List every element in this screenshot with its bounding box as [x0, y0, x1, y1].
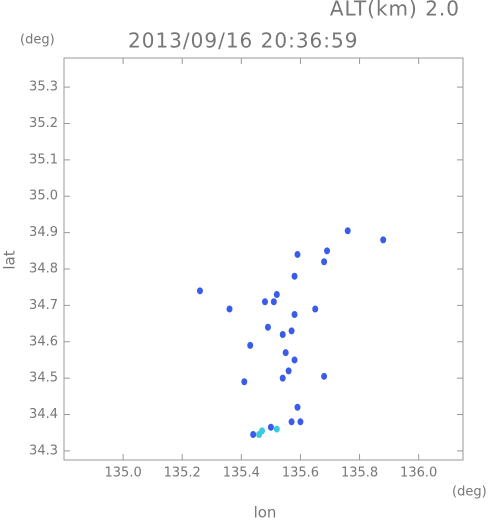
y-axis-label: lat [1, 250, 19, 269]
y-tick-label: 34.6 [29, 334, 58, 349]
x-unit: (deg) [452, 485, 487, 500]
echo-blob [285, 367, 292, 375]
echo-blob [288, 327, 295, 335]
y-unit: (deg) [20, 33, 55, 48]
echo-blob [291, 272, 298, 280]
x-tick-label: 135.6 [282, 466, 319, 481]
y-tick-label: 34.7 [29, 298, 58, 313]
echo-blob [196, 287, 203, 295]
echo-blob [282, 349, 289, 357]
echo-blob [270, 298, 277, 306]
echo-blob [273, 290, 280, 298]
echo-blob [279, 374, 286, 382]
y-tick-label: 34.5 [29, 371, 58, 386]
echo-blob [294, 403, 301, 411]
x-tick-label: 135.8 [341, 466, 378, 481]
x-tick-label: 135.2 [164, 466, 201, 481]
y-tick-label: 34.9 [29, 225, 58, 240]
y-tick-label: 35.2 [29, 116, 58, 131]
echo-blob [321, 258, 328, 266]
echo-blob [279, 330, 286, 338]
x-tick-label: 135.4 [223, 466, 260, 481]
y-tick-label: 35.1 [29, 152, 58, 167]
x-tick-label: 136.0 [400, 466, 437, 481]
echo-blob [250, 431, 257, 439]
chart-subtitle: ALT(km) 2.0 [330, 0, 460, 21]
y-tick-label: 34.4 [29, 407, 58, 422]
y-tick-label: 35.0 [29, 189, 58, 204]
echo-blob [291, 310, 298, 318]
echo-blob [324, 247, 331, 255]
echo-blob [321, 372, 328, 380]
plot-frame [63, 57, 464, 461]
echo-blob [294, 250, 301, 258]
echo-blob [247, 341, 254, 349]
echo-blob [344, 227, 351, 235]
y-tick-label: 34.8 [29, 262, 58, 277]
y-tick-label: 34.3 [29, 443, 58, 458]
x-tick-label: 135.0 [105, 466, 142, 481]
y-tick-label: 35.3 [29, 80, 58, 95]
echo-blob [297, 418, 304, 426]
echo-blob [226, 305, 233, 313]
echo-blob [267, 423, 274, 431]
chart-title: 2013/09/16 20:36:59 [128, 29, 358, 53]
echo-blob [256, 431, 263, 439]
echo-blob [261, 298, 268, 306]
echo-blob [291, 356, 298, 364]
echo-blob [380, 236, 387, 244]
echo-blob [288, 418, 295, 426]
echo-blob [264, 323, 271, 331]
x-axis-label: lon [254, 504, 277, 521]
echo-blob [241, 378, 248, 386]
echo-blob [312, 305, 319, 313]
echo-blob [273, 425, 280, 433]
